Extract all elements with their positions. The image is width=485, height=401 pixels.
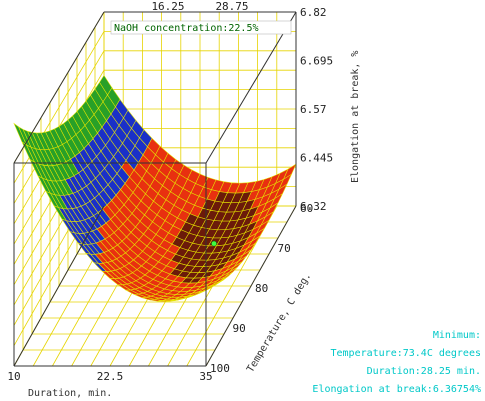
chart-title: NaOH concentration:22.5% (114, 23, 259, 34)
box-edge (205, 205, 297, 367)
box-edge (13, 205, 105, 367)
z-tick-label: 6.57 (300, 103, 327, 116)
axis-ticks: 10 22.5 35 16.25 28.75 6.82 6.695 6.57 6.445 6.32… (7, 0, 333, 383)
x-tick-label: 10 (7, 370, 20, 383)
title-box (110, 20, 292, 35)
x-tick-label: 35 (199, 370, 212, 383)
x-tick-label: 22.5 (97, 370, 124, 383)
z-axis-label: Elongation at break, % (350, 51, 361, 183)
y-tick-label: 80 (255, 282, 268, 295)
x-top-tick-label: 16.25 (151, 0, 184, 13)
minimum-marker (211, 240, 217, 247)
x-top-tick-label: 28.75 (215, 0, 248, 13)
y-tick-label: 90 (233, 322, 246, 335)
box-front-edges (13, 11, 297, 367)
minimum-temperature: Temperature:73.4C degrees (330, 348, 481, 359)
minimum-duration: Duration:28.25 min. (366, 366, 481, 377)
response-surface (13, 74, 297, 302)
y-tick-label: 100 (210, 362, 230, 375)
minimum-heading: Minimum: (432, 330, 481, 341)
box-edge (205, 11, 297, 164)
y-tick-label: 60 (300, 202, 313, 215)
box-edge (13, 11, 105, 164)
z-tick-label: 6.82 (300, 6, 327, 19)
z-tick-label: 6.32 (300, 200, 327, 213)
minimum-elongation: Elongation at break:6.36754% (312, 384, 481, 395)
z-tick-label: 6.445 (300, 152, 333, 165)
y-tick-label: 70 (278, 242, 291, 255)
x-axis-label: Duration, min. (28, 388, 112, 399)
z-tick-label: 6.695 (300, 55, 333, 68)
